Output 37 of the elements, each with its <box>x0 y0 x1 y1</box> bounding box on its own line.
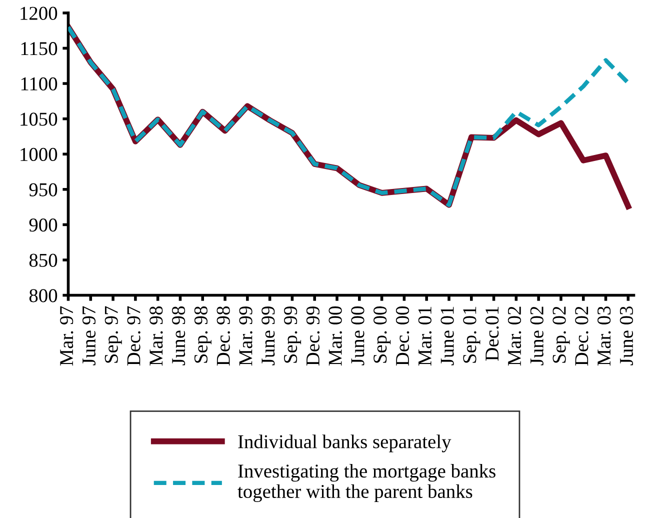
x-tick-label: June 99 <box>262 306 275 366</box>
y-tick-label: 900 <box>29 218 58 232</box>
x-tick-label: Dec. 98 <box>216 306 230 366</box>
x-tick-label: Dec. 02 <box>575 306 588 366</box>
x-tick-label: Mar. 01 <box>418 306 432 366</box>
x-tick-label: Dec.01 <box>486 306 499 361</box>
y-tick-label: 800 <box>29 289 58 302</box>
x-tick-label: Sep. 98 <box>194 306 212 363</box>
x-tick-label: June 00 <box>351 306 364 366</box>
y-tick-label: 1100 <box>21 77 58 90</box>
legend-label: Investigating the mortgage banks together with the parent banks <box>238 464 496 502</box>
x-tick-label: Sep. 02 <box>552 306 570 363</box>
x-tick-label: Mar. 00 <box>328 306 342 366</box>
x-tick-label: June 97 <box>82 306 96 366</box>
y-tick-label: 1200 <box>20 6 58 20</box>
x-tick-label: Sep. 97 <box>104 306 122 363</box>
x-tick-label: Mar. 97 <box>60 306 74 366</box>
x-tick-label: Mar. 02 <box>508 306 522 366</box>
x-tick-label: June 98 <box>172 306 186 366</box>
x-tick-label: Dec. 99 <box>306 306 320 366</box>
x-tick-label: June 01 <box>440 306 454 366</box>
x-tick-label: Mar. 98 <box>150 306 163 366</box>
y-tick-label: 1050 <box>20 112 58 126</box>
x-tick-label: June 03 <box>620 306 634 366</box>
y-tick-label: 950 <box>29 183 58 196</box>
y-tick-label: 850 <box>29 254 58 267</box>
x-tick-label: Dec. 97 <box>127 306 140 366</box>
y-tick-label: 1000 <box>20 148 58 162</box>
x-tick-label: Sep. 01 <box>463 306 480 363</box>
x-tick-label: Sep. 99 <box>284 306 302 363</box>
y-tick-label: 1150 <box>21 42 58 56</box>
x-tick-label: Mar. 03 <box>598 306 611 366</box>
legend-label: Individual banks separately <box>238 434 452 452</box>
x-tick-label: June 02 <box>530 306 544 366</box>
x-tick-label: Sep. 00 <box>374 306 391 363</box>
x-tick-label: Mar. 99 <box>239 306 252 366</box>
x-tick-label: Dec. 00 <box>396 306 410 366</box>
